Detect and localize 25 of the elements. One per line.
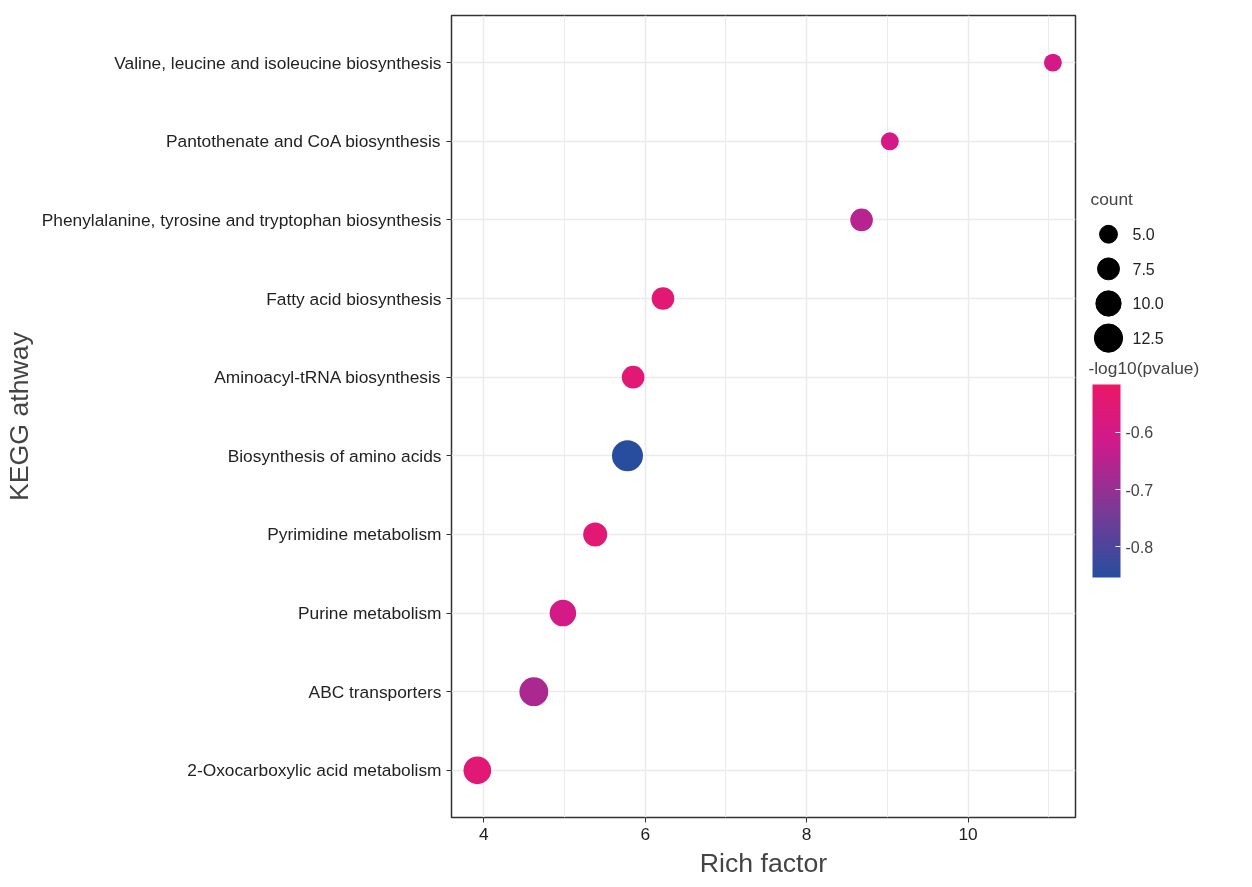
y-tick-label: Valine, leucine and isoleucine biosynthesis <box>114 52 442 73</box>
y-tick-label: Aminoacyl-tRNA biosynthesis <box>214 367 441 388</box>
legend-label: 7.5 <box>1132 260 1155 278</box>
x-tick-label: 10 <box>958 823 978 844</box>
y-tick-label: Biosynthesis of amino acids <box>227 445 442 466</box>
legend-label: 12.5 <box>1132 330 1164 348</box>
x-tick-label: 6 <box>640 823 651 844</box>
y-tick-label: Pyrimidine metabolism <box>267 524 442 545</box>
legend-label: 5.0 <box>1132 226 1155 244</box>
color-bar-label: -0.7 <box>1125 481 1154 499</box>
y-tick-label: ABC transporters <box>308 681 442 702</box>
color-bar-label: -0.8 <box>1125 538 1154 556</box>
y-tick-label: 2-Oxocarboxylic acid metabolism <box>187 760 442 781</box>
y-axis-title: KEGG athway <box>3 331 34 501</box>
y-tick-label: Purine metabolism <box>298 603 442 624</box>
x-tick-label: 8 <box>801 823 812 844</box>
y-tick-label: Pantothenate and CoA biosynthesis <box>165 131 441 152</box>
color-bar-title: -log10(pvalue) <box>1088 358 1200 379</box>
y-tick-label: Phenylalanine, tyrosine and tryptophan biosynthesis <box>41 209 442 230</box>
x-tick-label: 4 <box>478 823 489 844</box>
color-bar-label: -0.6 <box>1125 424 1154 442</box>
legend-title: count <box>1090 188 1134 209</box>
y-tick-label: Fatty acid biosynthesis <box>266 288 442 309</box>
legend-label: 10.0 <box>1132 295 1164 313</box>
x-axis-title: Rich factor <box>699 847 828 878</box>
